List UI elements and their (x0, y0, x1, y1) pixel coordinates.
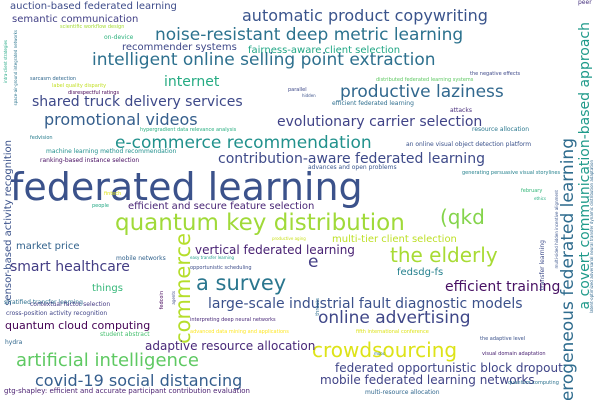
word-multi-resource: multi-resource allocation (365, 389, 440, 396)
word-opportunistic-scheduling: opportunistic scheduling (190, 265, 252, 271)
word-student-abstract: student abstract (100, 331, 150, 338)
word-multi-sided: multi-sided hidden incentive alignment (554, 190, 559, 269)
word-productive-laziness: productive laziness (340, 82, 504, 102)
word-machine-learning-method: machine learning method recommendation (46, 148, 177, 155)
word-distributed-fl-systems: distributed federated learning systems (376, 77, 474, 83)
word-efficient-fed-learning: efficient federated learning (332, 100, 414, 107)
word-hypergradient: hypergradient data relevance analysis (140, 127, 237, 133)
word-federated-learning: federated learning (10, 165, 363, 209)
word-adv-open: advances and open problems (308, 164, 397, 171)
word-artificial-intelligence: artificial intelligence (16, 350, 199, 371)
word-fairness-aware: fairness-aware client selection (248, 45, 401, 56)
word-parallel: parallel (288, 87, 307, 93)
word-quantum-computing: quantum computing (508, 380, 559, 386)
word-covid: covid-19 social distancing (35, 371, 243, 390)
word-gtg-shapley: gtg-shapley: efficient and accurate part… (4, 387, 250, 395)
word-space-air-ground: space-air-ground integrated networks (13, 30, 18, 106)
word-fedcoin: fedcoin (159, 291, 165, 310)
word-a-survey: a survey (196, 271, 287, 295)
word-fed-opportunistic: federated opportunistic block dropout (335, 361, 563, 375)
word-on-device: on-device (104, 34, 134, 41)
word-intelligent-online: intelligent online selling point extract… (92, 50, 436, 70)
word-contribution-aware: contribution-aware federated learning (218, 151, 485, 167)
word-large-scale: large-scale industrial fault diagnostic … (208, 296, 523, 312)
word-hydra: hydra (5, 339, 23, 346)
word-auction-based: auction-based federated learning (10, 1, 177, 12)
word-qkd: (qkd (440, 205, 485, 229)
word-adaptive-level: the adaptive level (480, 336, 526, 342)
word-easy-transfer: easy transfer learning (190, 255, 235, 260)
word-internet: internet (164, 74, 220, 90)
word-crowdsourcing: crowdsourcing (312, 338, 458, 362)
word-fedsdg: fedsdg-fs (397, 267, 444, 278)
word-threats: threats (315, 298, 321, 316)
word-online-advertising: online advertising (318, 308, 471, 328)
word-discrepant-ratings: disrespectful ratings (68, 90, 120, 96)
word-quantum-cloud: quantum cloud computing (5, 319, 151, 332)
word-multi-tier: multi-tier client selection (332, 234, 457, 245)
word-advanced-data-mining: advanced data mining and applications (190, 329, 289, 335)
word-contextual-factor: contextual factor selection (30, 301, 111, 308)
word-february: february (521, 188, 543, 194)
word-peer: peer (578, 0, 592, 6)
word-resource-allocation: resource allocation (472, 126, 530, 133)
word-semantic-comm: semantic communication (12, 14, 139, 25)
word-transfer-learning: transfer learning (539, 240, 546, 291)
word-ethics: ethics (534, 196, 546, 201)
word-latent-optimized: latent-optimized adversarial neural tran… (589, 160, 594, 314)
word-market-price: market price (16, 241, 80, 252)
word-adaptive-resource: adaptive resource allocation (145, 339, 316, 353)
word-people: people (92, 203, 109, 209)
word-hidden: hidden (302, 93, 316, 98)
word-negative-effects: the negative effects (470, 71, 521, 77)
word-cross-position: cross-position activity recognition (6, 310, 108, 317)
word-the-elderly: the elderly (390, 243, 498, 267)
word-sensor-based: sensor-based activity recognition (3, 140, 14, 306)
word-fintech: fintech (104, 191, 122, 197)
word-evolutionary-carrier: evolutionary carrier selection (277, 114, 483, 130)
word-scientific-workflow: scientific workflow design (60, 24, 125, 30)
word-things: things (92, 283, 123, 294)
word-quantum-key-distribution: quantum key distribution (115, 210, 405, 236)
word-mooc: mooc (374, 351, 385, 356)
word-interpreting: interpreting deep neural networks (190, 317, 276, 323)
word-fedvision: fedvision (30, 135, 53, 141)
word-mobile-networks: mobile networks (116, 255, 166, 262)
word-label-quality: label quality disparity (52, 83, 107, 89)
word-efficient-secure: efficient and secure feature selection (128, 201, 315, 212)
word-productive-aging: productive aging (272, 236, 306, 241)
word-online-visual: an online visual object detection platfo… (406, 141, 532, 148)
word-shared-truck: shared truck delivery services (32, 94, 243, 110)
word-recommender: recommender systems (122, 42, 237, 53)
word-noise-resistant: noise-resistant deep metric learning (155, 25, 464, 45)
word-stratified-tl: stratified transfer learning (4, 299, 83, 306)
word-ranking-based: ranking-based instance selection (40, 157, 140, 164)
word-vertical-fl: vertical federated learning (195, 243, 355, 257)
word-commerce: commerce (171, 233, 195, 344)
word-promotional-videos: promotional videos (44, 110, 198, 129)
word-fifth-international: fifth international conference (356, 329, 429, 335)
word-smart-healthcare: smart healthcare (10, 259, 130, 275)
word-agents: agents (171, 291, 176, 305)
word-intra-client: intra-client strategies (3, 40, 8, 83)
word-mobile-fl-networks: mobile federated learning networks (320, 373, 535, 387)
word-automatic-product: automatic product copywriting (242, 6, 488, 25)
word-visual-domain: visual domain adaptation (482, 351, 546, 357)
word-sarcasm: sarcasm detection (30, 76, 77, 82)
word-generating-persuasive: generating persuasive visual storylines (462, 170, 561, 176)
word-attacks: attacks (450, 107, 472, 114)
word-ecommerce-rec: e-commerce recommendation (115, 133, 372, 153)
word-e: e (308, 252, 319, 272)
word-efficient-training: efficient training (445, 279, 561, 295)
